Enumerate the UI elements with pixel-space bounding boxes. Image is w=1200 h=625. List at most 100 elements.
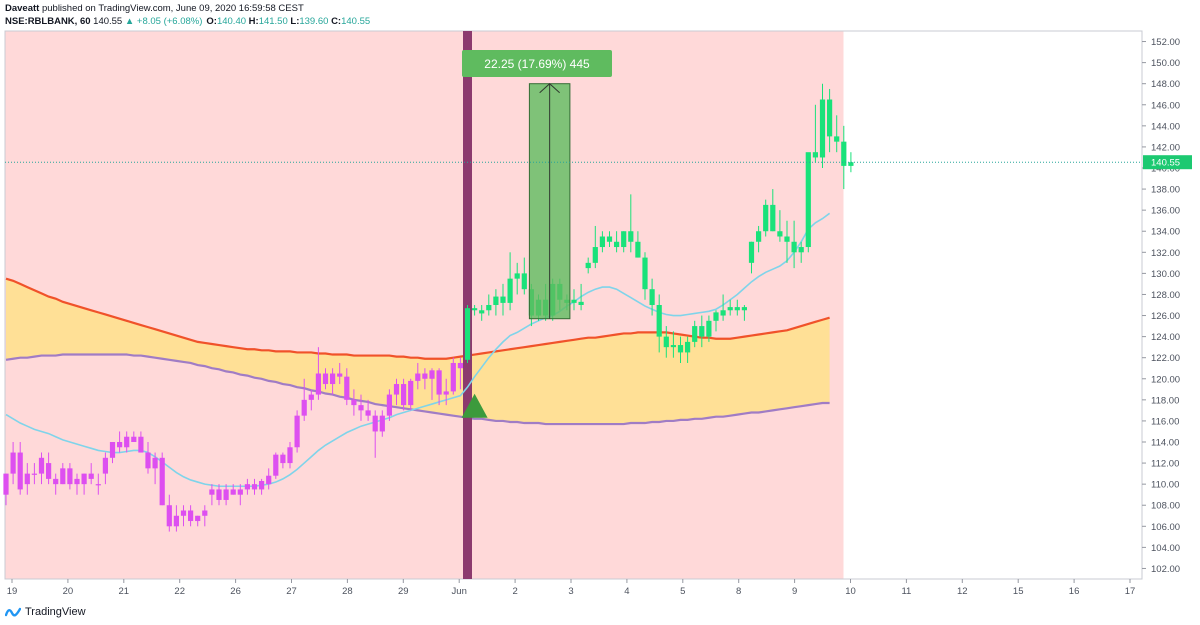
candle: [287, 447, 293, 464]
candle: [642, 257, 648, 290]
candle: [663, 336, 669, 348]
y-tick-label: 150.00: [1151, 58, 1180, 69]
candle: [280, 454, 286, 464]
candle: [88, 473, 94, 479]
last-price-tag-label: 140.55: [1151, 158, 1180, 169]
candle: [685, 341, 691, 353]
candle: [152, 457, 158, 469]
y-tick-label: 112.00: [1151, 459, 1179, 470]
candle: [301, 399, 307, 416]
high-label: H:: [248, 16, 259, 27]
x-tick-label: 19: [7, 586, 18, 597]
session-highlight-zone: [5, 31, 844, 579]
y-tick-label: 142.00: [1151, 142, 1180, 153]
price-change: ▲ +8.05 (+6.08%): [124, 16, 203, 27]
candle: [464, 308, 471, 360]
candle: [38, 457, 45, 474]
symbol-interval[interactable]: NSE:RBLBANK, 60: [5, 16, 91, 27]
candle: [408, 380, 414, 406]
low-label: L:: [290, 16, 300, 27]
candle: [273, 454, 279, 476]
candle: [159, 457, 165, 506]
brand-name: TradingView: [25, 606, 86, 618]
candle: [834, 136, 840, 142]
candle: [677, 345, 684, 353]
x-tick-label: 11: [901, 586, 911, 597]
candle: [507, 278, 513, 303]
y-tick-label: 122.00: [1151, 353, 1180, 364]
candle: [17, 452, 23, 490]
candle: [585, 262, 591, 269]
candle: [195, 515, 201, 522]
candle: [102, 457, 108, 474]
x-tick-label: 20: [63, 586, 74, 597]
candle: [727, 307, 733, 311]
candle: [429, 370, 435, 379]
x-tick-label: 16: [1069, 586, 1080, 597]
candle: [649, 289, 655, 305]
candle: [358, 405, 364, 411]
candle: [777, 231, 783, 237]
candle: [621, 231, 627, 248]
candle: [443, 391, 449, 395]
y-tick-label: 136.00: [1151, 206, 1180, 217]
y-tick-label: 108.00: [1151, 501, 1180, 512]
candle: [379, 415, 385, 432]
tradingview-brand[interactable]: TradingView: [5, 606, 86, 618]
y-tick-label: 128.00: [1151, 290, 1180, 301]
measure-label: 22.25 (17.69%) 445: [484, 57, 590, 71]
candle: [656, 305, 662, 337]
y-tick-label: 104.00: [1151, 543, 1180, 554]
candle: [330, 373, 336, 385]
candle: [486, 305, 492, 311]
candle: [606, 236, 613, 242]
candle: [244, 484, 250, 490]
y-tick-label: 120.00: [1151, 374, 1180, 385]
candle: [748, 241, 755, 263]
x-tick-label: 28: [342, 586, 353, 597]
candle: [841, 141, 847, 166]
candle: [31, 473, 37, 475]
candle: [422, 373, 428, 379]
y-tick-label: 148.00: [1151, 79, 1180, 90]
y-tick-label: 132.00: [1151, 248, 1180, 259]
candle: [734, 307, 740, 311]
candle: [628, 231, 634, 242]
y-tick-label: 152.00: [1151, 37, 1180, 48]
candle: [308, 394, 314, 400]
author-name[interactable]: Daveatt: [5, 3, 40, 14]
candle: [166, 505, 172, 527]
x-tick-label: 26: [230, 586, 241, 597]
x-tick-label: 8: [736, 586, 741, 597]
candle: [188, 510, 194, 522]
candle: [60, 468, 66, 485]
candle: [124, 436, 130, 448]
ema-band-fill: [6, 278, 830, 425]
x-tick-label: 3: [568, 586, 573, 597]
y-tick-label: 124.00: [1151, 332, 1180, 343]
candle: [493, 296, 499, 305]
open-label: O:: [206, 16, 217, 27]
candle: [131, 436, 137, 442]
candle: [173, 515, 179, 527]
candle: [117, 442, 123, 448]
x-tick-label: 9: [792, 586, 797, 597]
y-tick-label: 126.00: [1151, 311, 1180, 322]
candle: [592, 247, 598, 263]
measure-label-box: [462, 50, 612, 77]
high-value: 141.50: [258, 16, 288, 27]
tradingview-logo-icon: [5, 607, 21, 617]
candle: [848, 162, 854, 166]
candle: [805, 152, 811, 248]
candle: [578, 301, 584, 305]
candle: [74, 478, 80, 485]
last-price: 140.55: [93, 16, 123, 27]
candle: [763, 204, 769, 232]
y-tick-label: 116.00: [1151, 416, 1179, 427]
candle: [819, 99, 826, 158]
publish-info: Daveatt published on TradingView.com, Ju…: [5, 3, 304, 14]
y-tick-label: 110.00: [1151, 480, 1179, 491]
candle: [741, 307, 747, 311]
candle: [479, 310, 485, 314]
